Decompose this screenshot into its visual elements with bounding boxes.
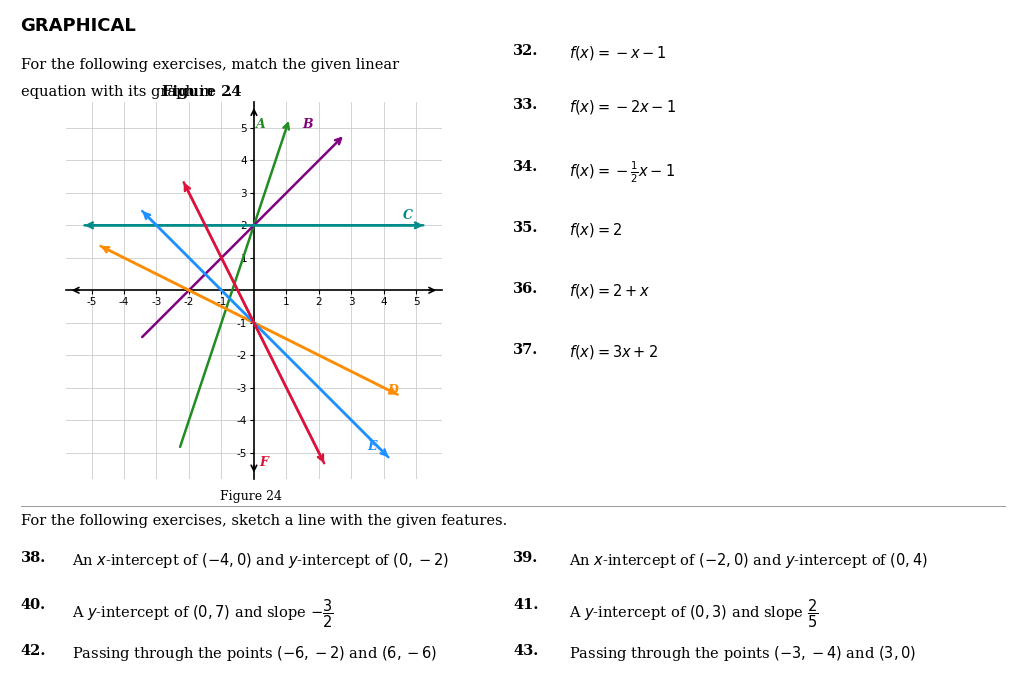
Text: $f(x) = 2 + x$: $f(x) = 2 + x$: [569, 282, 650, 300]
Text: F: F: [259, 456, 268, 469]
Text: 35.: 35.: [513, 221, 539, 235]
Text: Passing through the points $(-3, -4)$ and $(3, 0)$: Passing through the points $(-3, -4)$ an…: [569, 644, 916, 663]
Text: An $x$-intercept of $(-2, 0)$ and $y$-intercept of $(0, 4)$: An $x$-intercept of $(-2, 0)$ and $y$-in…: [569, 551, 929, 570]
Text: Passing through the points $(-6, -2)$ and $(6, -6)$: Passing through the points $(-6, -2)$ an…: [72, 644, 437, 663]
Text: 32.: 32.: [513, 44, 539, 58]
Text: B: B: [303, 118, 313, 131]
Text: 36.: 36.: [513, 282, 539, 296]
Text: C: C: [403, 209, 413, 222]
Text: 41.: 41.: [513, 598, 539, 612]
Text: $f(x) = -2x - 1$: $f(x) = -2x - 1$: [569, 98, 676, 117]
Text: For the following exercises, match the given linear: For the following exercises, match the g…: [21, 58, 399, 72]
Text: .: .: [228, 85, 233, 99]
Text: $f(x) = 3x + 2$: $f(x) = 3x + 2$: [569, 343, 659, 361]
Text: A $y$-intercept of $(0, 3)$ and slope $\dfrac{2}{5}$: A $y$-intercept of $(0, 3)$ and slope $\…: [569, 598, 819, 630]
Text: 33.: 33.: [513, 98, 539, 113]
Text: $f(x) = -\frac{1}{2}x - 1$: $f(x) = -\frac{1}{2}x - 1$: [569, 160, 675, 185]
Text: D: D: [387, 384, 398, 397]
Text: For the following exercises, sketch a line with the given features.: For the following exercises, sketch a li…: [21, 514, 507, 528]
Text: E: E: [367, 440, 378, 453]
Text: Figure 24: Figure 24: [221, 490, 282, 503]
Text: GRAPHICAL: GRAPHICAL: [21, 17, 136, 35]
Text: 43.: 43.: [513, 644, 539, 658]
Text: $f(x) = 2$: $f(x) = 2$: [569, 221, 623, 239]
Text: 39.: 39.: [513, 551, 539, 566]
Text: 37.: 37.: [513, 343, 539, 357]
Text: $f(x) = -x - 1$: $f(x) = -x - 1$: [569, 44, 667, 62]
Text: A: A: [255, 118, 266, 131]
Text: 38.: 38.: [21, 551, 46, 566]
Text: Figure 24: Figure 24: [162, 85, 241, 99]
Text: 42.: 42.: [21, 644, 46, 658]
Text: A $y$-intercept of $(0, 7)$ and slope $-\dfrac{3}{2}$: A $y$-intercept of $(0, 7)$ and slope $-…: [72, 598, 333, 630]
Text: equation with its graph in: equation with its graph in: [21, 85, 218, 99]
Text: 40.: 40.: [21, 598, 45, 612]
Text: An $x$-intercept of $(-4, 0)$ and $y$-intercept of $(0, -2)$: An $x$-intercept of $(-4, 0)$ and $y$-in…: [72, 551, 449, 570]
Text: 34.: 34.: [513, 160, 539, 174]
